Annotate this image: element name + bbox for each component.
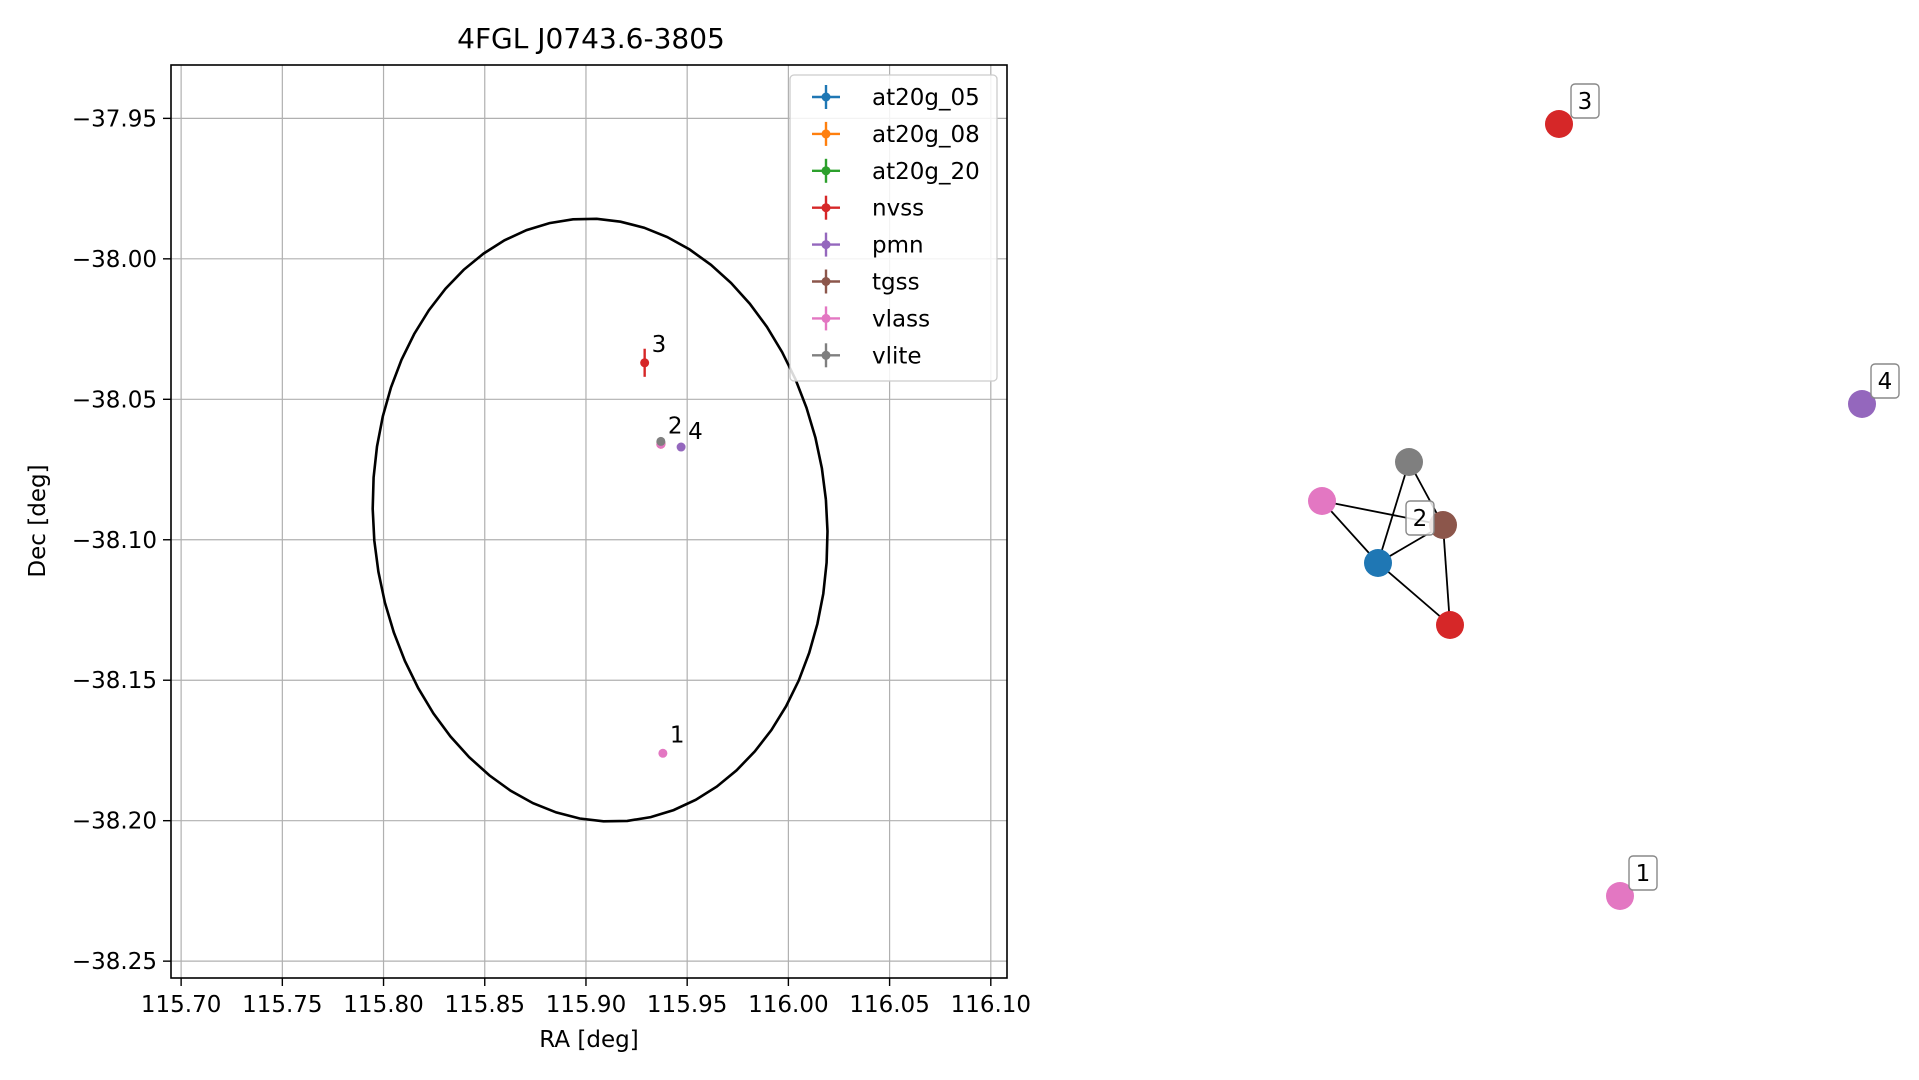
y-tick-label: −38.05 — [72, 387, 157, 413]
legend-label: vlite — [872, 343, 922, 369]
x-tick-label: 115.70 — [141, 992, 221, 1018]
y-axis-ticks: −37.95 −38.00 −38.05 −38.10 −38.15 −38.20 −38.… — [72, 106, 171, 975]
legend-marker — [821, 313, 831, 323]
x-tick-label: 115.90 — [546, 992, 626, 1018]
legend-marker — [821, 92, 831, 102]
graph-edge — [1377, 461, 1410, 564]
graph-node — [1395, 448, 1423, 476]
node-label-box — [1405, 500, 1435, 536]
node-label-box — [1570, 83, 1600, 119]
graph-node — [1848, 390, 1876, 418]
node-label-text: 1 — [1636, 861, 1651, 887]
x-tick-label: 115.95 — [647, 992, 727, 1018]
node-label-text: 3 — [1578, 89, 1593, 115]
legend-marker — [821, 350, 831, 360]
cross-match-graph: 2 3 4 1 — [1308, 83, 1900, 910]
y-tick-label: −38.20 — [72, 809, 157, 835]
data-point-vlass — [658, 748, 668, 758]
y-tick-label: −38.00 — [72, 247, 157, 273]
legend-label: tgss — [872, 270, 920, 296]
y-tick-label: −37.95 — [72, 106, 157, 132]
legend-label: nvss — [872, 196, 924, 222]
x-tick-label: 116.00 — [748, 992, 828, 1018]
y-tick-label: −38.15 — [72, 668, 157, 694]
confidence-ellipse — [371, 217, 829, 823]
legend-item: nvss — [812, 195, 924, 222]
legend-marker — [821, 240, 831, 250]
graph-node-label: 1 — [1628, 855, 1658, 891]
uncertainty-ellipse — [371, 217, 829, 823]
x-axis-label: RA [deg] — [539, 1027, 638, 1053]
node-label-text: 2 — [1413, 506, 1428, 532]
point-annotation: 1 — [670, 722, 685, 748]
graph-node-labels: 2 3 4 1 — [1405, 83, 1900, 891]
node-label-text: 4 — [1878, 369, 1893, 395]
plot-frame — [170, 64, 1008, 979]
point-annotation: 4 — [688, 419, 703, 445]
graph-edges — [1321, 461, 1451, 626]
x-tick-label: 115.85 — [445, 992, 525, 1018]
legend-marker — [821, 129, 831, 139]
graph-edge — [1442, 524, 1451, 626]
x-axis-ticks: 115.70 115.75 115.80 115.85 115.90 115.95 116.… — [141, 978, 1031, 1018]
graph-node-label: 2 — [1405, 500, 1435, 536]
point-annotations: 3 2 4 1 — [652, 332, 703, 748]
chart-title: 4FGL J0743.6-3805 — [457, 22, 725, 55]
node-label-box — [1870, 363, 1900, 399]
legend-item: pmn — [812, 232, 924, 259]
data-point-pmn — [676, 442, 686, 452]
x-tick-label: 116.05 — [849, 992, 929, 1018]
graph-node-label: 3 — [1570, 83, 1600, 119]
legend-item: at20g_08 — [812, 122, 980, 148]
legend-item: vlite — [812, 343, 922, 369]
y-tick-label: −38.10 — [72, 528, 157, 554]
graph-node — [1429, 511, 1457, 539]
data-point-vlite — [656, 436, 666, 446]
legend-item: at20g_05 — [812, 85, 980, 111]
legend-marker — [821, 277, 831, 286]
x-tick-label: 115.80 — [343, 992, 423, 1018]
data-point-nvss — [640, 358, 650, 368]
graph-node-label: 4 — [1870, 363, 1900, 399]
legend-item: vlass — [812, 306, 930, 332]
data-points — [640, 348, 686, 758]
graph-node — [1606, 882, 1634, 910]
legend-label: at20g_05 — [872, 85, 980, 111]
y-axis-label: Dec [deg] — [25, 464, 51, 577]
graph-node — [1364, 549, 1392, 577]
legend-label: vlass — [872, 306, 930, 332]
graph-nodes — [1308, 110, 1876, 910]
x-tick-label: 115.75 — [242, 992, 322, 1018]
legend-box — [789, 74, 998, 382]
y-tick-label: −38.25 — [72, 949, 157, 975]
point-annotation: 3 — [652, 332, 667, 358]
scatter-panel: 4FGL J0743.6-3805 3 2 4 1 115.70 115.75 115.8… — [25, 22, 1031, 1053]
graph-node — [1545, 110, 1573, 138]
legend-label: at20g_08 — [872, 122, 980, 148]
legend-item: at20g_20 — [812, 158, 980, 185]
x-tick-label: 116.10 — [951, 992, 1031, 1018]
legend-item: tgss — [812, 269, 920, 296]
graph-node — [1436, 611, 1464, 639]
legend-marker — [821, 166, 831, 176]
point-annotation: 2 — [668, 413, 683, 439]
node-label-box — [1628, 855, 1658, 891]
legend-marker — [821, 203, 831, 213]
legend-label: pmn — [872, 233, 924, 259]
graph-node — [1308, 487, 1336, 515]
graph-edge — [1377, 562, 1451, 626]
grid-lines — [171, 65, 1007, 978]
legend-label: at20g_20 — [872, 159, 980, 185]
